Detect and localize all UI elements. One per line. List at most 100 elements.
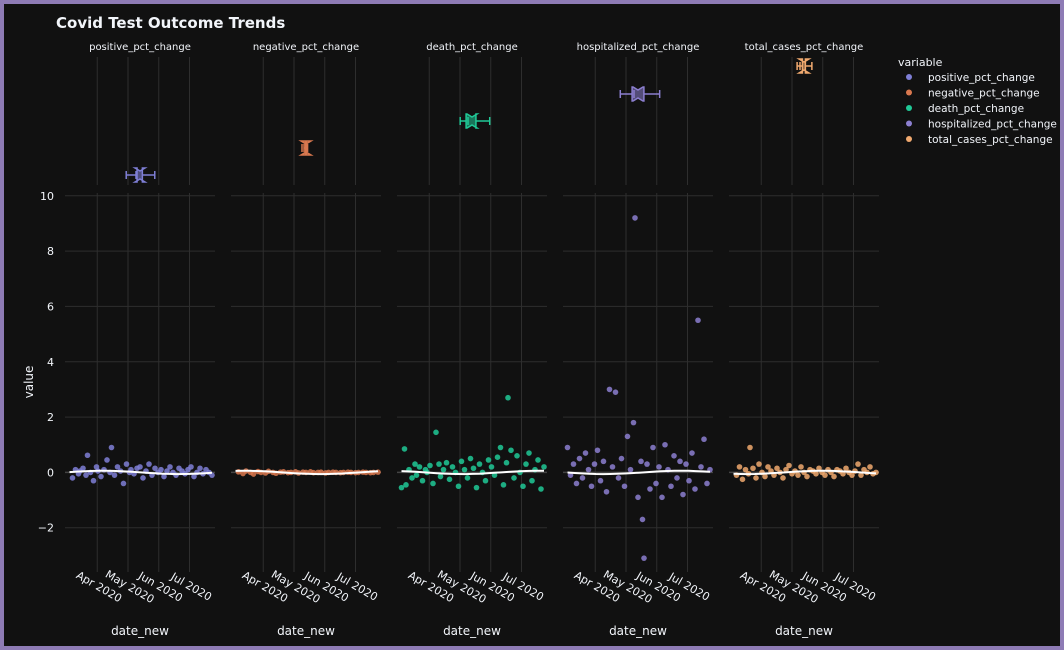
- scatter-point: [443, 459, 450, 466]
- scatter-point: [653, 480, 659, 487]
- scatter-point: [780, 475, 786, 481]
- scatter-point: [585, 466, 592, 473]
- scatter-point: [692, 486, 698, 492]
- scatter-point: [505, 394, 511, 401]
- legend-label: positive_pct_change: [928, 72, 1035, 84]
- scatter-point: [520, 483, 526, 490]
- scatter-point: [671, 453, 677, 459]
- scatter-point: [398, 484, 405, 491]
- scatter-point: [668, 483, 674, 490]
- scatter-point: [564, 444, 571, 451]
- scatter-point: [140, 475, 146, 481]
- box-body: [631, 86, 645, 102]
- scatter-point: [523, 461, 529, 467]
- scatter-point: [488, 464, 495, 470]
- trend-line: [235, 469, 379, 476]
- scatter-point: [641, 555, 647, 561]
- scatter-point: [413, 472, 420, 478]
- scatter-point: [494, 454, 501, 460]
- scatter-point: [197, 465, 203, 472]
- scatter-point: [576, 455, 583, 462]
- scatter-point: [638, 458, 644, 465]
- scatter-point: [624, 433, 631, 440]
- scatter-point: [747, 444, 753, 451]
- x-axis-title: date_new: [111, 624, 169, 638]
- scatter-point: [783, 466, 789, 473]
- scatter-point: [449, 464, 456, 470]
- scatter-point: [618, 455, 625, 462]
- facet-title: hospitalized_pct_change: [577, 42, 700, 53]
- scatter-point: [656, 464, 662, 470]
- scatter-point: [804, 473, 810, 480]
- scatter-point: [446, 476, 453, 483]
- scatter-point: [69, 475, 76, 481]
- scatter-point: [591, 461, 598, 467]
- scatter-point: [855, 461, 861, 467]
- scatter-point: [736, 464, 743, 470]
- scatter-point: [774, 465, 780, 472]
- scatter-point: [437, 473, 444, 480]
- box-body: [465, 113, 480, 129]
- trend-line: [733, 469, 877, 476]
- scatter-point: [111, 472, 118, 478]
- scatter-point: [849, 472, 855, 478]
- scatter-point: [529, 477, 535, 484]
- x-axis-title: date_new: [443, 624, 501, 638]
- legend: variable positive_pct_change negative_pct_…: [898, 56, 1057, 146]
- scatter-point: [541, 464, 547, 470]
- scatter-point: [83, 472, 89, 478]
- y-tick-label: 10: [40, 190, 54, 203]
- scatter-point: [701, 436, 707, 443]
- scatter-point: [822, 472, 828, 478]
- scatter-point: [659, 494, 665, 501]
- scatter-point: [146, 461, 152, 467]
- scatter-point: [609, 464, 616, 470]
- scatter-point: [647, 486, 653, 492]
- scatter-point: [639, 516, 646, 523]
- scatter-point: [739, 476, 746, 483]
- scatter-point: [419, 477, 426, 484]
- scatter-point: [662, 441, 668, 448]
- scatter-point: [80, 465, 86, 472]
- scatter-point: [401, 446, 408, 452]
- scatter-point: [123, 461, 130, 467]
- scatter-point: [427, 462, 433, 469]
- scatter-point: [621, 483, 628, 490]
- scatter-point: [108, 444, 115, 451]
- scatter-point: [152, 465, 158, 472]
- scatter-point: [464, 475, 471, 481]
- scatter-point: [440, 466, 447, 473]
- x-axis-title: date_new: [775, 624, 833, 638]
- scatter-point: [615, 475, 622, 481]
- scatter-point: [90, 477, 97, 484]
- scatter-point: [500, 482, 507, 488]
- scatter-point: [632, 215, 638, 221]
- scatter-point: [843, 465, 849, 472]
- scatter-point: [677, 458, 683, 465]
- scatter-point: [114, 464, 121, 470]
- scatter-point: [698, 464, 704, 470]
- legend-marker: [906, 120, 912, 127]
- scatter-point: [458, 458, 465, 465]
- facet-title: positive_pct_change: [89, 42, 191, 53]
- scatter-point: [680, 491, 686, 498]
- scatter-point: [508, 447, 514, 454]
- scatter-point: [612, 389, 619, 395]
- legend-marker: [906, 136, 912, 142]
- x-axis-title: date_new: [277, 624, 335, 638]
- scatter-point: [795, 472, 801, 478]
- legend-marker: [906, 89, 912, 96]
- scatter-point: [476, 461, 483, 467]
- scatter-point: [579, 475, 586, 481]
- scatter-point: [573, 480, 580, 487]
- scatter-point: [603, 488, 610, 495]
- scatter-point: [436, 461, 442, 467]
- scatter-point: [606, 386, 613, 393]
- legend-marker: [906, 74, 912, 80]
